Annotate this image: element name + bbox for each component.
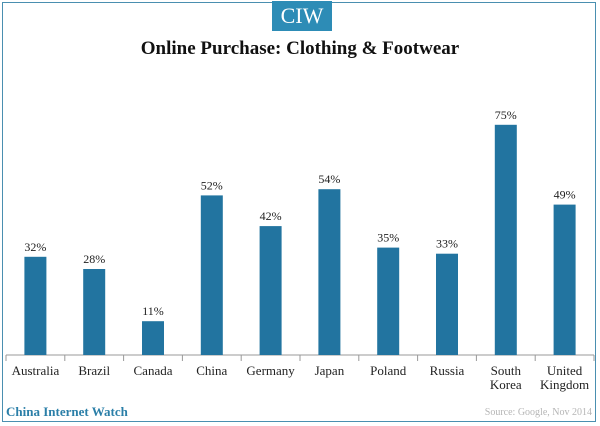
x-tick-label: Brazil [78,363,110,378]
footer-brand: China Internet Watch [6,404,128,419]
x-tick-label: Canada [134,363,173,378]
x-tick-label: Kingdom [540,377,589,392]
x-tick-label: China [196,363,227,378]
data-label: 49% [554,188,576,202]
x-tick-label: Australia [12,363,60,378]
x-tick-label: Japan [315,363,345,378]
bar [83,269,106,355]
x-tick-label: Korea [490,377,522,392]
data-label: 35% [377,231,399,245]
bar [259,226,282,355]
bar [553,204,576,355]
data-label: 75% [495,108,517,122]
data-label: 54% [318,172,340,186]
footer-source: Source: Google, Nov 2014 [484,407,592,418]
x-tick-label: Russia [430,363,465,378]
data-label: 28% [83,252,105,266]
bar [24,256,47,355]
data-label: 32% [24,240,46,254]
chart-title: Online Purchase: Clothing & Footwear [140,38,460,59]
bar [494,124,517,356]
data-label: 42% [260,209,282,223]
x-tick-label: Poland [370,363,407,378]
x-tick-label: South [491,363,522,378]
data-label: 11% [142,304,164,318]
bar [318,189,341,355]
bar [377,247,400,355]
ciw-logo: CIW [272,1,332,31]
data-label: 52% [201,178,223,192]
x-tick-label: Germany [246,363,295,378]
data-label: 33% [436,237,458,251]
bar [200,195,223,355]
bar [436,253,458,355]
x-tick-label: United [547,363,583,378]
bar [142,321,164,355]
